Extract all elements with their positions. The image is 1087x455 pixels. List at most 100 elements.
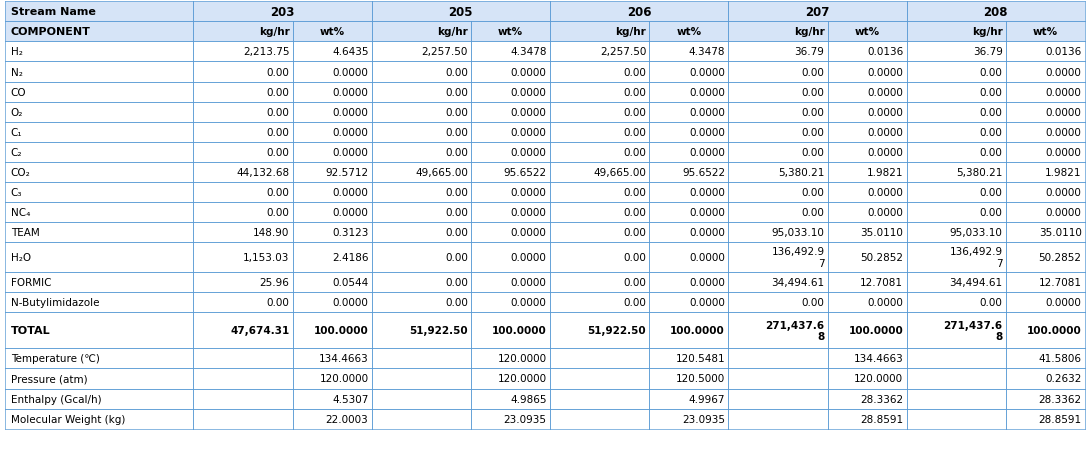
Bar bbox=[5, 182, 193, 202]
Text: 0.0000: 0.0000 bbox=[511, 107, 547, 117]
Bar bbox=[292, 293, 372, 313]
Bar bbox=[1005, 273, 1085, 293]
Text: Pressure (atm): Pressure (atm) bbox=[11, 374, 87, 384]
Bar bbox=[372, 202, 471, 222]
Text: 4.5307: 4.5307 bbox=[332, 394, 368, 404]
Text: TOTAL: TOTAL bbox=[11, 326, 50, 336]
Bar bbox=[550, 293, 649, 313]
Bar bbox=[550, 142, 649, 162]
Text: 0.0000: 0.0000 bbox=[867, 207, 903, 217]
Bar bbox=[292, 162, 372, 182]
Text: 0.00: 0.00 bbox=[801, 127, 824, 137]
Bar bbox=[907, 82, 1005, 102]
Bar bbox=[550, 182, 649, 202]
Bar bbox=[193, 142, 292, 162]
Text: 12.7081: 12.7081 bbox=[1038, 278, 1082, 288]
Bar bbox=[372, 102, 471, 122]
Text: kg/hr: kg/hr bbox=[259, 27, 289, 37]
Bar bbox=[907, 102, 1005, 122]
Bar bbox=[5, 202, 193, 222]
Bar bbox=[728, 389, 827, 409]
Text: 0.00: 0.00 bbox=[266, 127, 289, 137]
Text: 0.00: 0.00 bbox=[979, 298, 1002, 308]
Text: 0.0000: 0.0000 bbox=[511, 298, 547, 308]
Bar bbox=[550, 273, 649, 293]
Text: 28.3362: 28.3362 bbox=[1038, 394, 1082, 404]
Text: N-Butylimidazole: N-Butylimidazole bbox=[11, 298, 99, 308]
Bar bbox=[728, 369, 827, 389]
Text: 0.00: 0.00 bbox=[445, 127, 467, 137]
Text: 0.0000: 0.0000 bbox=[1046, 107, 1082, 117]
Text: 120.5481: 120.5481 bbox=[675, 354, 725, 364]
Text: 0.00: 0.00 bbox=[979, 107, 1002, 117]
Text: wt%: wt% bbox=[676, 27, 701, 37]
Text: 120.0000: 120.0000 bbox=[498, 354, 547, 364]
Text: COMPONENT: COMPONENT bbox=[11, 27, 90, 37]
Bar bbox=[471, 409, 550, 429]
Bar bbox=[372, 313, 471, 349]
Bar bbox=[649, 42, 728, 62]
Bar bbox=[292, 409, 372, 429]
Text: 0.0000: 0.0000 bbox=[689, 253, 725, 263]
Text: C₂: C₂ bbox=[11, 147, 23, 157]
Bar bbox=[649, 182, 728, 202]
Text: TEAM: TEAM bbox=[11, 228, 39, 238]
Bar bbox=[193, 102, 292, 122]
Bar bbox=[550, 62, 649, 82]
Text: 120.5000: 120.5000 bbox=[676, 374, 725, 384]
Bar bbox=[649, 349, 728, 369]
Bar bbox=[5, 273, 193, 293]
Text: 36.79: 36.79 bbox=[795, 47, 824, 57]
Bar bbox=[5, 293, 193, 313]
Bar bbox=[649, 102, 728, 122]
Text: kg/hr: kg/hr bbox=[972, 27, 1002, 37]
Text: 0.0544: 0.0544 bbox=[333, 278, 368, 288]
Text: 0.00: 0.00 bbox=[445, 253, 467, 263]
Text: 100.0000: 100.0000 bbox=[849, 326, 903, 336]
Text: 95,033.10: 95,033.10 bbox=[950, 228, 1002, 238]
Text: 0.0000: 0.0000 bbox=[867, 87, 903, 97]
Bar bbox=[907, 42, 1005, 62]
Text: 23.0935: 23.0935 bbox=[503, 414, 547, 424]
Bar bbox=[728, 313, 827, 349]
Bar bbox=[550, 222, 649, 243]
Bar bbox=[649, 293, 728, 313]
Bar bbox=[372, 222, 471, 243]
Bar bbox=[907, 22, 1005, 42]
Bar bbox=[193, 222, 292, 243]
Bar bbox=[193, 2, 372, 22]
Text: 5,380.21: 5,380.21 bbox=[778, 167, 824, 177]
Bar bbox=[471, 162, 550, 182]
Text: 120.0000: 120.0000 bbox=[498, 374, 547, 384]
Text: 0.0000: 0.0000 bbox=[689, 298, 725, 308]
Bar bbox=[728, 102, 827, 122]
Bar bbox=[471, 82, 550, 102]
Text: 0.0000: 0.0000 bbox=[511, 278, 547, 288]
Bar bbox=[827, 389, 907, 409]
Text: 0.0000: 0.0000 bbox=[867, 187, 903, 197]
Bar bbox=[728, 182, 827, 202]
Bar bbox=[649, 162, 728, 182]
Text: 0.00: 0.00 bbox=[801, 298, 824, 308]
Text: 0.00: 0.00 bbox=[623, 298, 646, 308]
Bar bbox=[5, 2, 193, 22]
Text: 0.0000: 0.0000 bbox=[867, 127, 903, 137]
Text: 36.79: 36.79 bbox=[973, 47, 1002, 57]
Bar bbox=[1005, 389, 1085, 409]
Bar bbox=[292, 389, 372, 409]
Bar bbox=[372, 162, 471, 182]
Text: 0.00: 0.00 bbox=[979, 67, 1002, 77]
Bar bbox=[827, 293, 907, 313]
Text: 0.00: 0.00 bbox=[445, 187, 467, 197]
Text: 0.0000: 0.0000 bbox=[333, 298, 368, 308]
Bar bbox=[5, 222, 193, 243]
Bar bbox=[907, 389, 1005, 409]
Bar bbox=[471, 273, 550, 293]
Text: 0.00: 0.00 bbox=[266, 298, 289, 308]
Text: 0.0000: 0.0000 bbox=[689, 228, 725, 238]
Bar bbox=[550, 102, 649, 122]
Bar bbox=[471, 62, 550, 82]
Text: 51,922.50: 51,922.50 bbox=[588, 326, 646, 336]
Text: 4.6435: 4.6435 bbox=[332, 47, 368, 57]
Text: 0.0000: 0.0000 bbox=[511, 187, 547, 197]
